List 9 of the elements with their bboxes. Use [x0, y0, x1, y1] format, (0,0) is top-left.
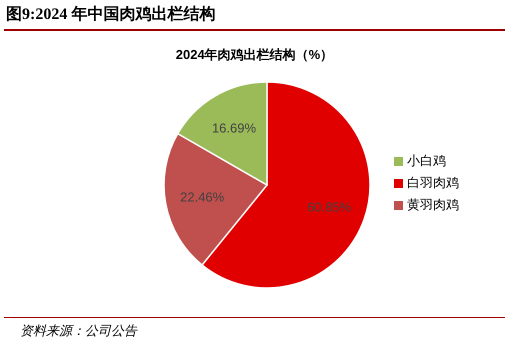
- data-label: 60.85%: [307, 200, 352, 215]
- chart-title: 图9:2024 年中国肉鸡出栏结构: [6, 4, 216, 25]
- chart-subtitle: 2024年肉鸡出栏结构（%）: [174, 46, 334, 64]
- legend-label: 黄羽肉鸡: [407, 197, 459, 212]
- text: 资料来源：公司公告: [20, 322, 137, 340]
- legend-label: 小白鸡: [407, 153, 446, 168]
- data-label: 22.46%: [180, 190, 225, 205]
- data-label: 16.69%: [212, 120, 256, 136]
- legend-label: 白羽肉鸡: [407, 175, 459, 190]
